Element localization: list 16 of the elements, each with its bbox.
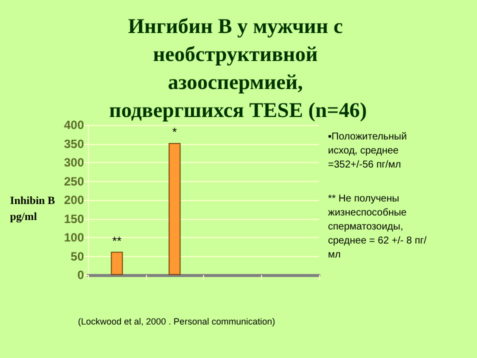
text: ** Не получены жизнеспособные сперматозоиды, среднее = 62 +/- 8 пг/мл — [328, 194, 427, 260]
y-tick-label: 0 — [77, 268, 84, 282]
y-tick-label: 150 — [64, 212, 84, 226]
y-tick-label: 300 — [64, 156, 84, 170]
y-tick-label: 200 — [64, 193, 84, 207]
chart-title: Ингибин B у мужчин с необструктивной азооспермией, подвергшихся TESE (n=46) — [109, 14, 367, 122]
y-tick-label: 400 — [64, 118, 84, 132]
y-tick-label: 350 — [64, 136, 84, 151]
y-tick-label: 250 — [64, 174, 84, 188]
data-label: * — [172, 125, 178, 139]
y-axis-title: Inhibin B pg/ml — [10, 195, 58, 223]
data-label: ** — [112, 234, 122, 248]
text: (Lockwood et al, 2000 . Personal communication) — [78, 316, 276, 326]
y-tick-label: 50 — [70, 249, 84, 264]
text: ▪Положительный исход, среднее =352+/-56 пг/мл — [328, 132, 410, 170]
y-tick-label: 100 — [64, 230, 84, 244]
